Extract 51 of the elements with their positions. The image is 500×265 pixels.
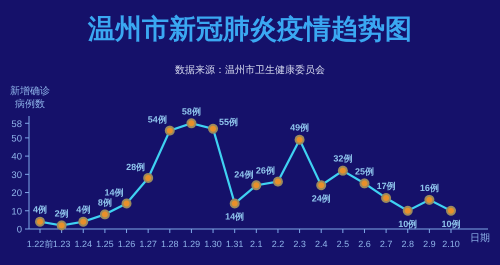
x-tick-label: 2.2 [272, 239, 284, 249]
y-tick-label: 0 [16, 224, 22, 236]
chart-subtitle: 数据来源：温州市卫生健康委员会 [175, 64, 325, 76]
data-label: 49例 [290, 122, 310, 133]
x-tick-label: 1.28 [161, 239, 179, 249]
data-label: 55例 [219, 116, 238, 127]
x-tick-label: 1.29 [182, 239, 200, 249]
data-label: 14例 [225, 211, 244, 222]
data-label: 17例 [376, 181, 396, 192]
data-label: 54例 [148, 114, 167, 125]
y-axis-title: 新增确诊病例数 [10, 85, 50, 110]
data-label: 26例 [256, 166, 275, 176]
data-label: 58例 [182, 106, 201, 116]
y-tick-label: 30 [11, 170, 22, 181]
x-tick-label: 1.24 [74, 239, 92, 249]
data-label: 28例 [126, 162, 146, 172]
y-tick-label: 40 [11, 152, 22, 163]
y-tick-label: 10 [11, 206, 22, 218]
x-tick-label: 2.4 [314, 239, 328, 249]
data-label: 24例 [312, 193, 331, 204]
x-tick-label: 2.5 [336, 239, 350, 249]
data-label: 10例 [398, 218, 418, 229]
data-label: 24例 [234, 169, 254, 180]
data-label: 32例 [333, 154, 352, 164]
data-label: 16例 [420, 182, 439, 193]
x-tick-label: 1.27 [139, 239, 157, 249]
y-tick-label: 20 [11, 188, 22, 200]
x-tick-label: 2.3 [293, 239, 306, 249]
data-label: 10例 [441, 218, 461, 229]
x-tick-label: 2.7 [380, 239, 392, 249]
x-tick-label: 1.26 [118, 239, 136, 249]
data-label: 14例 [104, 187, 124, 198]
x-tick-label: 1.23 [52, 239, 70, 249]
x-tick-label: 2.10 [442, 239, 460, 249]
x-tick-label: 1.22前 [26, 239, 54, 249]
x-tick-label: 2.9 [423, 239, 436, 249]
x-tick-label: 1.25 [96, 239, 114, 249]
data-label: 2例 [54, 208, 69, 218]
y-tick-label: 58 [11, 118, 22, 130]
data-label: 4例 [32, 204, 48, 215]
x-tick-label: 1.31 [226, 239, 244, 249]
chart-title: 温州市新冠肺炎疫情趋势图 [87, 14, 412, 44]
x-axis-title: 日期 [470, 232, 490, 244]
x-tick-label: 2.8 [401, 239, 414, 249]
x-tick-label: 2.6 [358, 239, 371, 249]
x-tick-label: 2.1 [250, 239, 263, 249]
y-tick-label: 50 [11, 133, 22, 144]
data-label: 4例 [76, 204, 90, 215]
x-tick-label: 1.30 [204, 239, 222, 249]
data-label: 8例 [98, 197, 112, 208]
data-label: 25例 [354, 166, 374, 176]
